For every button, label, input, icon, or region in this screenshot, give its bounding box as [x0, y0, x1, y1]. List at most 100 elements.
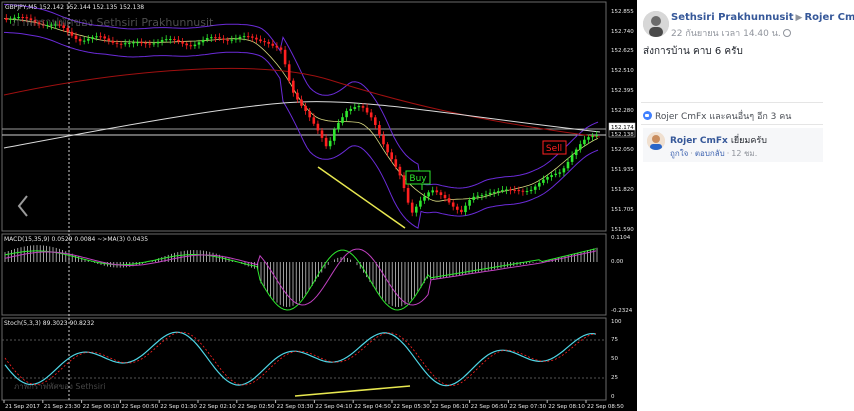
candle-body	[410, 202, 414, 213]
candle-body	[181, 41, 184, 44]
candle-body	[296, 92, 299, 100]
stochastic-lines	[4, 331, 597, 387]
candle-body	[132, 42, 135, 44]
time-label: 22 Sep 06:50	[471, 404, 508, 410]
stoch-panel-frame	[1, 317, 607, 401]
time-label: 22 Sep 02:10	[199, 404, 236, 410]
comment-author[interactable]: Rojer CmFx	[670, 136, 728, 146]
candle-body	[292, 80, 295, 93]
comment-reply-button[interactable]: ตอบกลับ	[694, 149, 725, 158]
candle-body	[99, 36, 102, 38]
candle-body	[95, 36, 98, 38]
comment-like-button[interactable]: ถูกใจ	[670, 149, 689, 158]
candle-body	[160, 40, 164, 42]
ma-long	[3, 101, 601, 149]
moving-averages	[3, 18, 601, 202]
candle-body	[583, 139, 586, 145]
time-label: 22 Sep 07:30	[509, 404, 546, 410]
comment-time[interactable]: 12 ชม.	[731, 149, 758, 158]
candle-body	[345, 110, 348, 118]
candle-body	[398, 166, 402, 176]
candle-body	[480, 195, 484, 197]
post-meta: 22 กันยายน เวลา 14.40 น.	[671, 26, 791, 40]
stoch-tick-label: 75	[611, 337, 618, 343]
candle-body	[78, 38, 82, 42]
bollinger-upper	[3, 3, 599, 189]
comment-actions: ถูกใจ · ตอบกลับ · 12 ชม.	[670, 147, 757, 160]
candle-body	[460, 209, 463, 213]
candle-body	[316, 123, 320, 131]
time-label: 22 Sep 00:50	[121, 404, 158, 410]
comment-avatar[interactable]	[647, 132, 665, 150]
candle-body	[287, 64, 291, 81]
candle-body	[107, 38, 111, 41]
price-tick-label: 152.050	[611, 147, 634, 153]
candle-body	[140, 42, 143, 44]
divider	[641, 124, 823, 125]
time-label: 22 Sep 08:50	[587, 404, 624, 410]
candle-body	[312, 117, 316, 124]
post-timestamp[interactable]: 22 กันยายน เวลา 14.40 น.	[671, 29, 781, 39]
stoch-signal-line	[4, 331, 597, 387]
candle-body	[177, 39, 180, 42]
candle-body	[439, 192, 443, 196]
price-tick-label: 152.855	[611, 9, 634, 15]
candle-body	[300, 99, 303, 106]
comment-body: Rojer CmFx เยี่ยมครับ	[670, 133, 767, 147]
candle-body	[456, 206, 459, 210]
macd-main-line	[4, 248, 597, 311]
candle-body	[529, 189, 533, 192]
candle-body	[357, 106, 361, 108]
candle-body	[513, 189, 516, 191]
candle-body	[123, 43, 127, 45]
candle-body	[419, 200, 422, 207]
buy-label-box	[405, 170, 431, 185]
buy-label: Buy	[409, 174, 427, 184]
candle-body	[402, 175, 406, 189]
candle-body	[267, 42, 270, 44]
stoch-header: Stoch(5,3,3) 89.3023 90.8232	[4, 320, 95, 327]
candle-body	[193, 44, 197, 47]
price-tick-label: 151.705	[611, 207, 634, 213]
author-link[interactable]: Sethsiri Prakhunnusit	[671, 12, 794, 23]
candle-body	[517, 190, 521, 192]
candle-body	[382, 135, 385, 145]
main-header: GBPJPY,M5 152.142 152.144 152.135 152.13…	[5, 4, 144, 11]
candle-body	[324, 137, 328, 147]
chart-canvas: GBPJPY,M5 152.142 152.144 152.135 152.13…	[1, 1, 636, 410]
main-panel-frame	[1, 1, 607, 232]
trend-lines	[294, 166, 411, 397]
candle-body	[570, 155, 574, 162]
candle-body	[242, 36, 246, 38]
candle-body	[374, 117, 377, 125]
candle-body	[505, 189, 508, 191]
trading-chart[interactable]: GBPJPY,M5 152.142 152.144 152.135 152.13…	[0, 0, 637, 411]
candle-body	[550, 175, 553, 178]
avatar[interactable]	[643, 11, 669, 37]
candle-body	[566, 161, 570, 169]
candle-body	[546, 177, 549, 180]
candle-body	[353, 107, 357, 109]
candle-body	[189, 45, 193, 47]
chevron-left-icon[interactable]	[17, 195, 28, 217]
price-tick-label: 152.138	[611, 132, 634, 138]
candle-body	[144, 42, 147, 44]
stoch-tick-label: 100	[611, 319, 622, 325]
time-label: 21 Sep 23:30	[44, 404, 81, 410]
stoch-trend-line	[294, 385, 411, 397]
chart-watermark: ภาพกราฟพัศของ Sethsiri Prakhunnusit	[12, 16, 214, 29]
price-marker	[608, 129, 636, 138]
candle-body	[210, 37, 213, 39]
candle-body	[33, 20, 37, 23]
target-link[interactable]: Rojer CmFx	[804, 12, 854, 23]
comment-text: เยี่ยมครับ	[730, 136, 767, 146]
candle-body	[423, 196, 426, 201]
likes-summary[interactable]: Rojer CmFx และคนอื่นๆ อีก 3 คน	[643, 109, 791, 123]
candle-body	[378, 124, 381, 136]
candle-body	[152, 43, 156, 45]
candle-body	[304, 105, 307, 111]
time-label: 22 Sep 04:50	[354, 404, 391, 410]
candle-body	[415, 206, 418, 213]
time-label: 22 Sep 01:30	[160, 404, 197, 410]
candle-body	[533, 186, 537, 190]
